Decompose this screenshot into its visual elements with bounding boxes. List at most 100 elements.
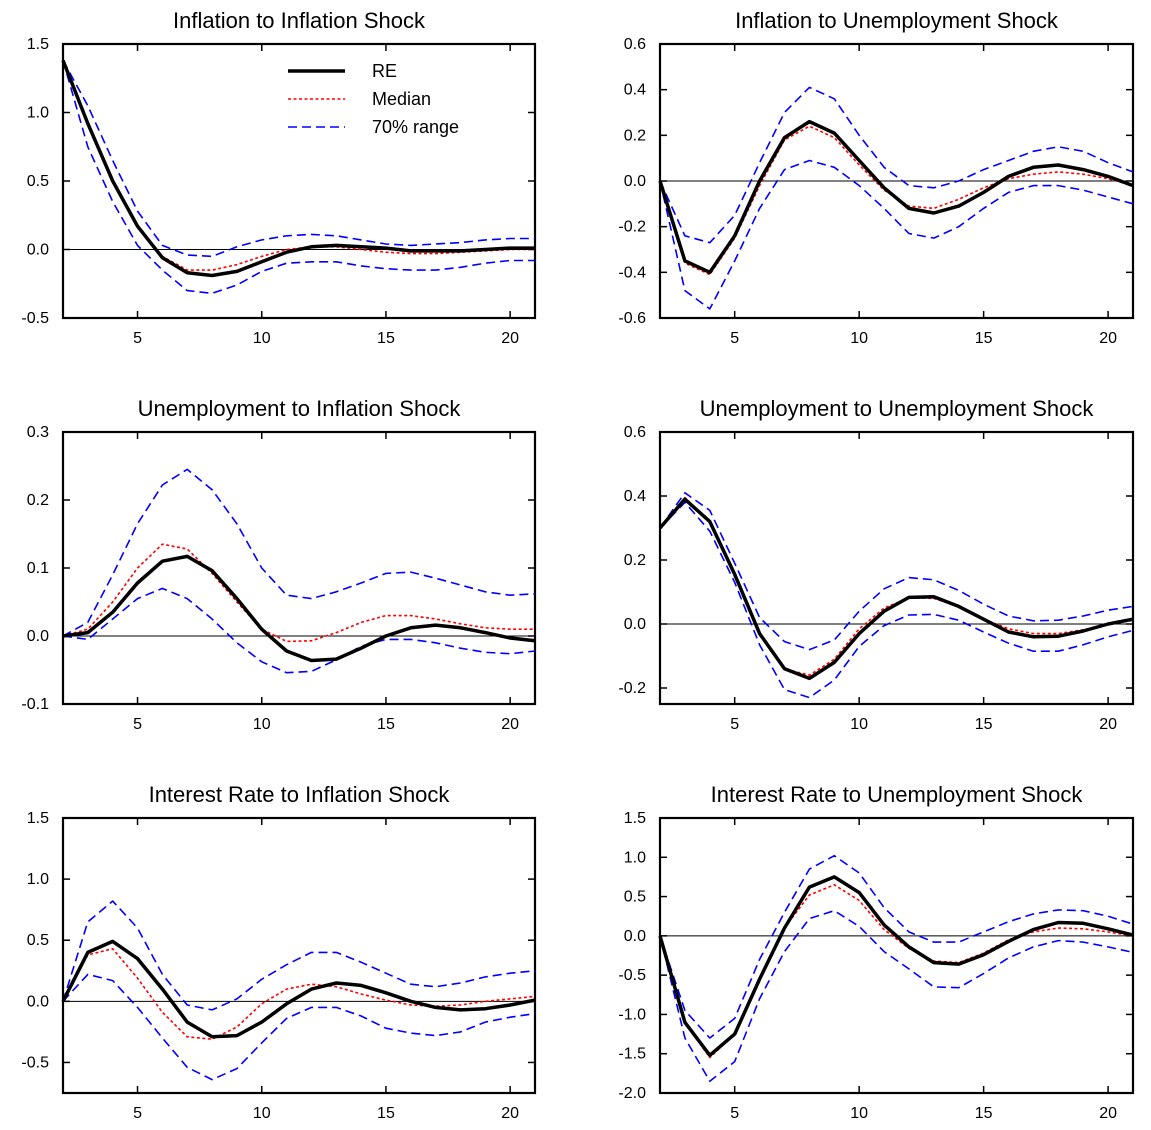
series-lower-line (62, 973, 536, 1081)
series-median-line (659, 883, 1134, 1059)
y-tick-label: -0.2 (618, 680, 646, 697)
y-tick-label: -2.0 (618, 1085, 646, 1102)
x-tick-label: 10 (850, 716, 868, 733)
series-median-line (62, 947, 536, 1040)
x-tick-label: 20 (501, 716, 519, 733)
legend-label-range: 70% range (372, 117, 459, 137)
y-tick-label: 1.0 (624, 849, 646, 866)
panel-title: Inflation to Unemployment Shock (735, 8, 1059, 33)
y-tick-label: -0.1 (21, 696, 49, 713)
x-tick-label: 15 (975, 1105, 993, 1122)
series-re-line (658, 875, 1134, 1058)
series-upper-line (659, 491, 1134, 651)
series-upper-line (659, 86, 1134, 244)
panel-6: Interest Rate to Unemployment Shock -2.0 -… (618, 782, 1135, 1122)
y-tick-label: 1.5 (624, 810, 646, 827)
y-tick-label: 0.0 (624, 173, 646, 190)
y-tick-label: 0.6 (624, 424, 646, 441)
legend-label-median: Median (372, 89, 431, 109)
y-tick-label: -0.5 (618, 967, 646, 984)
x-tick-label: 10 (253, 1105, 271, 1122)
x-tick-label: 10 (253, 716, 271, 733)
y-tick-label: 0.2 (27, 492, 49, 509)
x-tick-label: 10 (850, 330, 868, 347)
series-re-line (658, 119, 1134, 275)
series-re-line (61, 939, 536, 1039)
y-tick-label: 1.5 (27, 810, 49, 827)
x-tick-label: 10 (850, 1105, 868, 1122)
y-tick-label: 0.3 (27, 424, 49, 441)
y-tick-label: 0.4 (624, 82, 646, 99)
x-tick-label: 5 (730, 1105, 739, 1122)
panel-title: Interest Rate to Inflation Shock (149, 782, 451, 807)
series-lower-line (659, 501, 1134, 699)
plot-frame (658, 816, 1135, 1095)
x-tick-label: 5 (730, 330, 739, 347)
series-lower-line (659, 159, 1134, 310)
legend-label-re: RE (372, 61, 397, 81)
panel-5: Interest Rate to Inflation Shock -0.5 0.0 0… (21, 782, 537, 1122)
y-tick-label: 0.5 (624, 889, 646, 906)
y-tick-label: -1.5 (618, 1046, 646, 1063)
series-median-line (62, 543, 535, 643)
legend: RE Median 70% range (288, 61, 459, 137)
y-tick-label: 0.2 (624, 552, 646, 569)
y-tick-label: 1.0 (27, 105, 49, 122)
series-upper-line (62, 900, 536, 1011)
panel-title: Inflation to Inflation Shock (173, 8, 426, 33)
x-tick-label: 15 (377, 716, 395, 733)
y-tick-label: -0.6 (618, 310, 646, 327)
x-tick-label: 15 (377, 1105, 395, 1122)
y-tick-label: -0.5 (21, 1054, 49, 1071)
panel-title: Unemployment to Unemployment Shock (700, 396, 1095, 421)
panel-title: Interest Rate to Unemployment Shock (711, 782, 1084, 807)
series-median-line (659, 496, 1134, 677)
y-tick-label: 0.1 (27, 560, 49, 577)
x-tick-label: 20 (501, 1105, 519, 1122)
y-tick-label: 0.5 (27, 932, 49, 949)
x-tick-label: 5 (133, 1105, 142, 1122)
series-lower-line (659, 909, 1134, 1082)
series-upper-line (659, 854, 1134, 1039)
plot-frame (61, 430, 537, 706)
y-tick-label: 1.5 (27, 36, 49, 53)
y-tick-label: 0.0 (27, 628, 49, 645)
x-tick-label: 15 (377, 330, 395, 347)
y-tick-label: 0.2 (624, 127, 646, 144)
series-re-line (658, 497, 1134, 681)
series-re-line (62, 554, 536, 663)
y-tick-label: 0.0 (27, 993, 49, 1010)
x-tick-label: 20 (1099, 716, 1117, 733)
x-tick-label: 5 (133, 716, 142, 733)
x-tick-label: 20 (1099, 1105, 1117, 1122)
y-tick-label: -1.0 (618, 1006, 646, 1023)
series-median-line (659, 125, 1134, 276)
y-tick-label: 0.6 (624, 36, 646, 53)
y-tick-label: 1.0 (27, 871, 49, 888)
x-tick-label: 20 (1099, 330, 1117, 347)
x-tick-label: 15 (975, 330, 993, 347)
y-tick-label: -0.4 (618, 264, 646, 281)
series-lower-line (62, 60, 535, 295)
series-median-line (62, 60, 535, 271)
y-tick-label: 0.4 (624, 488, 646, 505)
y-tick-label: 0.5 (27, 173, 49, 190)
panel-1: Inflation to Inflation Shock -0.5 0.0 0.5 1.… (21, 8, 537, 347)
y-tick-label: 0.0 (27, 242, 49, 259)
x-tick-label: 10 (253, 330, 271, 347)
y-tick-label: 0.0 (624, 616, 646, 633)
x-tick-label: 5 (133, 330, 142, 347)
x-tick-label: 5 (730, 716, 739, 733)
panel-2: Inflation to Unemployment Shock -0.6 -0.4 -… (618, 8, 1135, 347)
plot-frame (658, 430, 1135, 706)
x-tick-label: 20 (501, 330, 519, 347)
series-lower-line (62, 587, 536, 674)
panel-title: Unemployment to Inflation Shock (138, 396, 462, 421)
y-tick-label: -0.5 (21, 310, 49, 327)
y-tick-label: 0.0 (624, 928, 646, 945)
panel-4: Unemployment to Unemployment Shock -0.2 0.… (618, 396, 1135, 733)
panel-3: Unemployment to Inflation Shock -0.1 0.0 0.… (21, 396, 537, 733)
plot-frame (61, 816, 537, 1095)
